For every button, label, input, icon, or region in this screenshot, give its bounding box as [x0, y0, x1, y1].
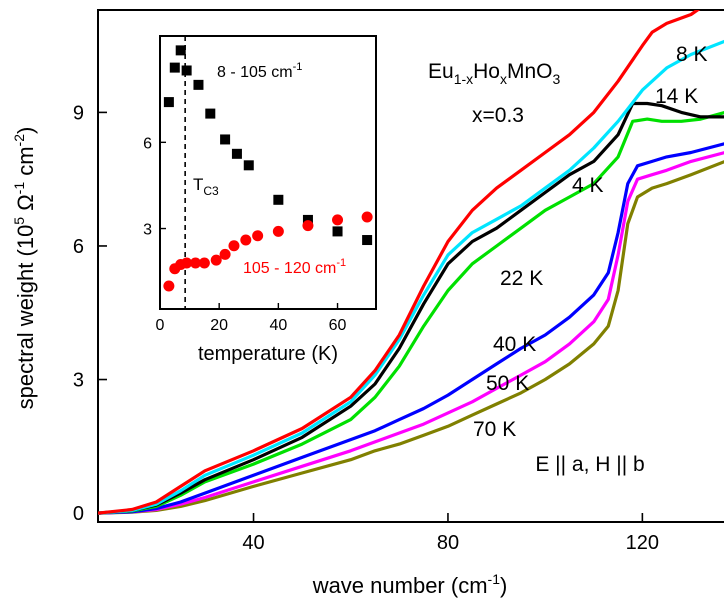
inset-point-circle: [361, 211, 373, 223]
main-axis-ticks: 40 80 120 0 3 6 9: [73, 102, 659, 554]
inset-series-group: [163, 45, 373, 292]
inset-point-square: [332, 226, 343, 237]
inset-point-square: [169, 62, 180, 73]
series-label-8k: 8 K: [676, 43, 708, 66]
series-line-4k: [98, 101, 724, 515]
inset-point-square: [181, 65, 192, 76]
inset-point-circle: [163, 280, 175, 292]
inset-point-square: [302, 214, 313, 225]
y-axis-label: spectral weight (105 Ω-1 cm-2): [11, 127, 38, 410]
x-tick-label: 40: [242, 532, 264, 554]
inset-point-square: [205, 108, 216, 119]
inset-label-red: 105 - 120 cm-1: [243, 257, 346, 277]
composition-annotation: x=0.3: [472, 104, 524, 127]
series-label-4k: 4 K: [572, 174, 604, 197]
inset-x-tick-label: 40: [269, 317, 287, 334]
series-line-40k: [98, 142, 724, 515]
series-label-22k: 22 K: [500, 267, 543, 290]
x-tick-label: 80: [437, 532, 459, 554]
series-line-22k: [98, 111, 724, 515]
series-label-50k: 50 K: [486, 372, 529, 395]
inset-y-tick-label: 6: [143, 135, 152, 152]
inset-point-circle: [198, 257, 210, 269]
main-plot-frame: [97, 9, 724, 523]
inset-point-square: [362, 235, 373, 246]
inset-point-circle: [272, 225, 284, 237]
polarization-annotation: E || a, H || b: [535, 453, 644, 476]
inset-point-circle: [302, 220, 314, 232]
x-axis-label: wave number (cm-1): [312, 571, 508, 598]
inset-point-square: [220, 134, 231, 145]
y-tick-label: 0: [73, 503, 84, 525]
inset-point-circle: [332, 214, 344, 226]
y-tick-label: 9: [73, 102, 84, 124]
inset-point-circle: [228, 240, 240, 252]
series-line-70k: [98, 160, 724, 515]
inset-point-square: [231, 148, 242, 159]
tc3-annotation: TC3: [193, 175, 219, 198]
series-label-14k: 14 K: [655, 85, 698, 108]
inset-point-circle: [252, 230, 264, 242]
inset-y-tick-label: 3: [143, 222, 152, 239]
y-tick-label: 6: [73, 236, 84, 258]
series-label-70k: 70 K: [473, 418, 516, 441]
inset-point-square: [273, 194, 284, 205]
inset-axis-ticks: 0 20 40 60 3 6: [143, 135, 346, 334]
compound-annotation: Eu1-xHoxMnO3: [428, 60, 561, 87]
inset-point-circle: [240, 234, 252, 246]
series-label-40k: 40 K: [493, 333, 536, 356]
inset-point-circle: [219, 248, 231, 260]
inset-point-circle: [210, 254, 222, 266]
inset-point-circle: [190, 257, 202, 269]
y-tick-label: 3: [73, 370, 84, 392]
series-line-14k: [98, 39, 724, 515]
inset-point-circle: [181, 257, 193, 269]
inset-point-square: [163, 97, 174, 108]
inset-x-axis-label: temperature (K): [198, 343, 338, 365]
inset-x-tick-label: 20: [210, 317, 228, 334]
inset-label-black: 8 - 105 cm-1: [217, 61, 302, 81]
series-line-8k: [98, 10, 701, 515]
main-series-group: [98, 10, 724, 515]
inset-x-tick-label: 60: [329, 317, 347, 334]
inset-point-square: [243, 160, 254, 171]
inset-point-square: [193, 79, 204, 90]
inset-point-square: [175, 45, 186, 56]
x-tick-label: 120: [626, 532, 659, 554]
inset-x-tick-label: 0: [156, 317, 165, 334]
series-line-50k: [98, 151, 724, 515]
